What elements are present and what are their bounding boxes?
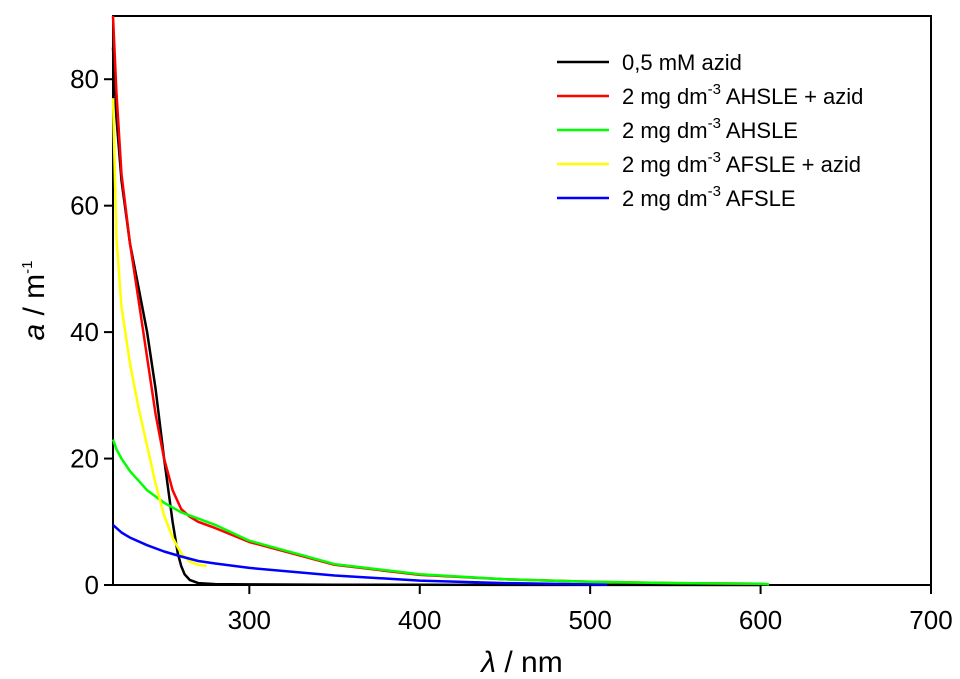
x-axis-symbol: λ — [479, 646, 496, 679]
y-axis-unit: / m — [18, 274, 51, 324]
y-tick-label: 80 — [70, 64, 99, 94]
legend-label-part: AFSLE — [721, 186, 796, 211]
tick-layer: 300 400 500 600 700 0 20 40 60 80 — [70, 64, 953, 635]
legend-label-part: AHSLE — [721, 118, 798, 143]
legend-label-part: 0,5 mM azid — [622, 50, 742, 75]
series-line-3 — [111, 439, 770, 586]
legend-label-part: -3 — [708, 183, 721, 200]
y-axis-unit-exponent: -1 — [19, 260, 36, 273]
x-tick-label: 600 — [739, 605, 782, 635]
legend-label-2: 2 mg dm-3 AHSLE + azid — [622, 81, 863, 109]
plot-area: 300 400 500 600 700 0 20 40 60 80 — [70, 15, 953, 635]
x-tick-label: 400 — [398, 605, 441, 635]
legend-label-part: AFSLE + azid — [721, 152, 861, 177]
y-tick-label: 20 — [70, 444, 99, 474]
legend-label-4: 2 mg dm-3 AFSLE + azid — [622, 149, 861, 177]
legend-label-part: -3 — [708, 81, 721, 98]
x-axis-title: λ / nm — [479, 646, 562, 679]
legend-label-part: 2 mg dm — [622, 84, 708, 109]
x-tick-label: 500 — [568, 605, 611, 635]
legend-label-part: -3 — [708, 115, 721, 132]
x-tick-label: 700 — [909, 605, 952, 635]
y-axis-symbol: a — [18, 324, 51, 341]
series-line-4 — [111, 98, 207, 568]
legend-label-part: 2 mg dm — [622, 152, 708, 177]
legend-label-5: 2 mg dm-3 AFSLE — [622, 183, 796, 211]
legend-label-3: 2 mg dm-3 AHSLE — [622, 115, 798, 143]
series-line-5 — [112, 523, 608, 586]
legend-label-part: AHSLE + azid — [721, 84, 863, 109]
series-layer — [111, 15, 770, 587]
y-axis-title: a / m-1 — [18, 260, 51, 340]
y-tick-label: 60 — [70, 191, 99, 221]
legend-label-part: 2 mg dm — [622, 118, 708, 143]
legend-label-part: -3 — [708, 149, 721, 166]
y-tick-label: 40 — [70, 317, 99, 347]
x-axis-unit: / nm — [496, 646, 563, 679]
y-tick-label: 0 — [85, 570, 99, 600]
legend-label-1: 0,5 mM azid — [622, 50, 742, 75]
legend-label-part: 2 mg dm — [622, 186, 708, 211]
x-tick-label: 300 — [228, 605, 271, 635]
